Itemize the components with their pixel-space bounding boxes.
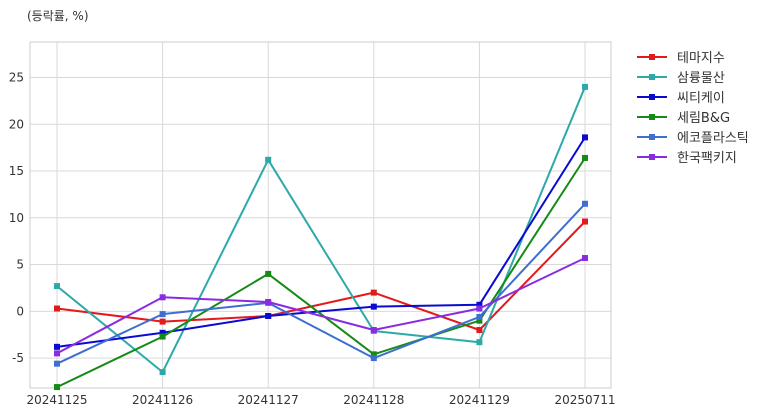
data-point-marker (582, 255, 588, 262)
legend-entry[interactable]: 한국팩키지 (637, 151, 737, 166)
legend-label: 테마지수 (677, 51, 725, 66)
y-tick-label: 20 (9, 117, 24, 131)
legend-entry[interactable]: 에코플라스틱 (637, 131, 749, 146)
data-point-marker (476, 317, 483, 324)
legend-label: 삼륭물산 (677, 71, 725, 86)
x-tick-label: 20241128 (343, 393, 404, 407)
legend-entry[interactable]: 삼륭물산 (637, 71, 725, 86)
series-4 (54, 154, 588, 391)
data-point-marker (582, 200, 588, 207)
data-point-marker (265, 298, 272, 305)
series-line (56, 136, 586, 348)
y-tick-label: 5 (16, 258, 24, 272)
data-point-marker (54, 283, 60, 290)
legend-label: 에코플라스틱 (677, 131, 749, 146)
data-point-marker (476, 327, 483, 334)
data-point-marker (370, 303, 377, 310)
plot-area-frame (29, 41, 612, 389)
x-tick-labels: 20241125 20241126 20241127 20241128 20241129… (26, 393, 615, 407)
data-point-marker (370, 351, 377, 358)
legend-marker (649, 154, 655, 160)
data-point-marker (54, 305, 60, 312)
data-point-marker (159, 329, 166, 336)
data-point-marker (582, 134, 588, 141)
legend-label: 세림B&G (677, 111, 730, 126)
data-point-marker (54, 360, 60, 367)
data-point-marker (476, 313, 483, 320)
data-point-marker (54, 343, 60, 350)
legend-marker (649, 134, 655, 140)
gridlines (30, 42, 611, 388)
series-5 (54, 200, 588, 367)
data-point-marker (582, 218, 588, 225)
series-6 (54, 255, 588, 357)
data-point-marker (159, 294, 166, 301)
data-point-marker (54, 384, 60, 391)
data-point-marker (582, 83, 588, 90)
legend-entry[interactable]: 세림B&G (637, 111, 730, 126)
data-point-marker (265, 312, 272, 319)
x-tick-label: 20241127 (238, 393, 299, 407)
x-tick-label: 20250711 (554, 393, 615, 407)
data-point-marker (159, 333, 166, 340)
data-point-marker (370, 327, 377, 334)
legend-marker (649, 114, 655, 120)
y-axis-unit-label: (등락률, %) (27, 9, 89, 23)
series-line (56, 157, 586, 389)
series-lines (54, 83, 588, 391)
legend-marker (649, 94, 655, 100)
series-line (56, 257, 586, 355)
data-point-marker (370, 355, 377, 362)
data-point-marker (476, 339, 483, 346)
legend-entry[interactable]: 테마지수 (637, 51, 725, 66)
y-tick-label: 15 (9, 164, 24, 178)
legend-label: 씨티케이 (677, 91, 725, 106)
x-tick-label: 20241126 (132, 393, 193, 407)
x-tick-label: 20241129 (449, 393, 510, 407)
y-tick-label: 0 (16, 304, 24, 318)
y-tick-label: 25 (9, 71, 24, 85)
data-point-marker (476, 305, 483, 312)
series-line (56, 86, 586, 374)
data-point-marker (476, 301, 483, 308)
data-point-marker (159, 311, 166, 318)
legend-label: 한국팩키지 (677, 151, 737, 166)
series-3 (54, 134, 588, 350)
y-tick-label: -5 (12, 351, 24, 365)
data-point-marker (265, 156, 272, 163)
data-point-marker (265, 270, 272, 277)
series-line (56, 220, 586, 331)
x-tick-label: 20241125 (26, 393, 87, 407)
data-point-marker (159, 318, 166, 325)
legend-marker (649, 54, 655, 60)
data-point-marker (582, 154, 588, 161)
y-tick-label: 10 (9, 211, 24, 225)
data-point-marker (370, 289, 377, 296)
data-point-marker (159, 369, 166, 376)
legend-entry[interactable]: 씨티케이 (637, 91, 725, 106)
y-tick-labels: -5 0 5 10 15 20 25 (9, 71, 24, 366)
series-line (56, 203, 586, 365)
legend-marker (649, 74, 655, 80)
data-point-marker (54, 350, 60, 357)
